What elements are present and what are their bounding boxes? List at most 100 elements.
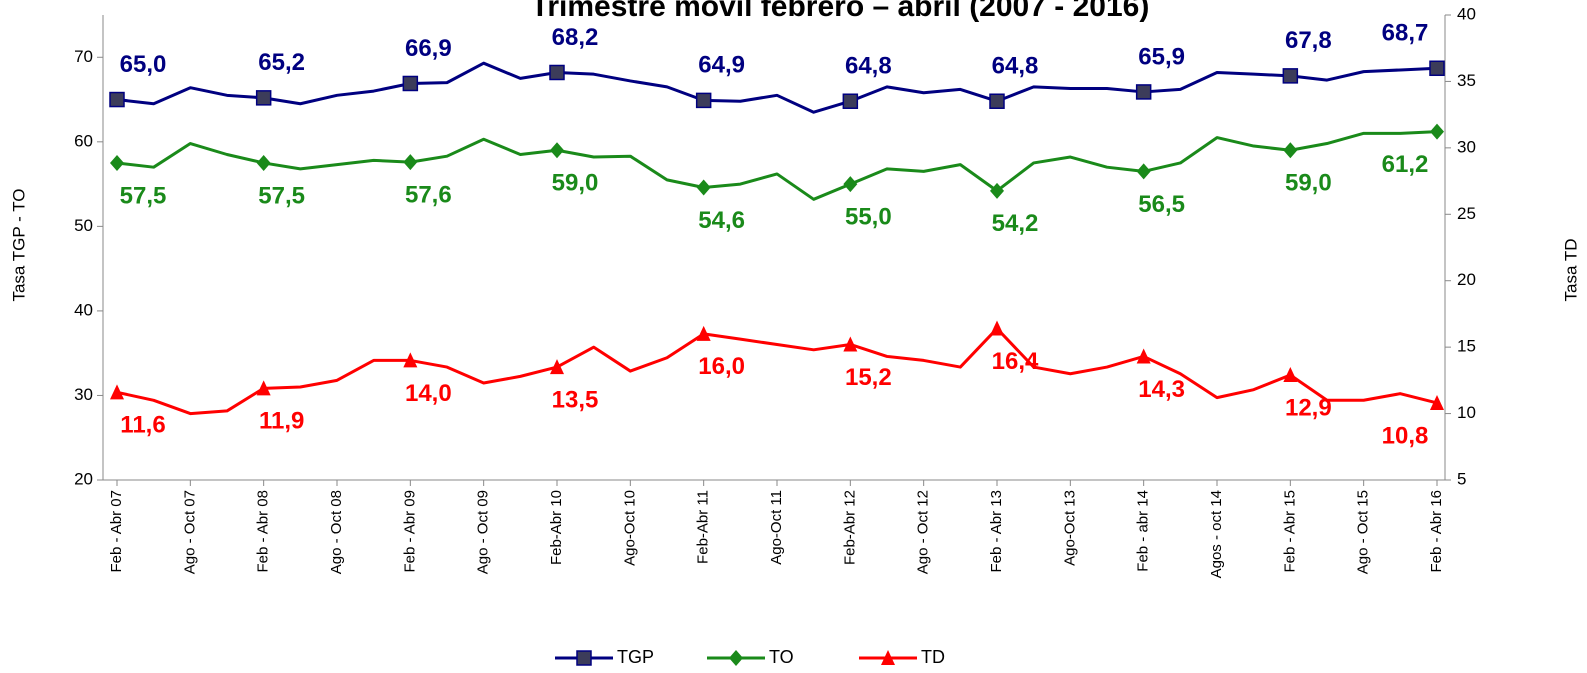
legend-marker [576,650,592,666]
data-label: 54,6 [698,207,745,234]
marker [403,352,418,368]
data-label: 55,0 [845,203,892,230]
marker [403,154,418,171]
y2-tick-label: 25 [1457,204,1476,223]
data-label: 57,5 [120,182,167,209]
legend-marker [881,650,895,665]
x-tick-label: Feb - Abr 09 [401,490,418,573]
x-tick-label: Feb - Abr 08 [255,490,272,573]
y-tick-label: 40 [74,300,93,319]
marker [1136,163,1151,180]
line-tgp [116,61,1438,114]
marker [256,380,271,396]
data-label: 57,6 [405,181,452,208]
marker [696,179,711,196]
marker [842,93,859,109]
marker [695,92,712,109]
data-label: 68,7 [1382,20,1429,47]
x-tick-label: Ago - Oct 08 [328,490,345,574]
data-label: 61,2 [1382,151,1429,178]
marker [402,75,419,92]
legend-label: TO [769,647,794,667]
x-tick-label: Feb - Abr 07 [108,490,125,573]
x-tick-label: Ago-Oct 11 [768,490,785,565]
data-label: 59,0 [1285,170,1332,197]
y2-tick-label: 10 [1457,403,1476,422]
data-label: 15,2 [845,364,892,391]
line-to [116,130,1438,201]
data-label: 14,0 [405,380,452,407]
data-label: 65,2 [258,49,305,76]
data-label: 16,4 [992,348,1039,375]
marker [990,320,1004,336]
marker [1283,142,1298,159]
y2-tick-label: 5 [1457,469,1466,488]
x-tick-label: Ago - Oct 07 [181,490,198,574]
data-label: 56,5 [1138,191,1185,218]
marker [989,93,1005,109]
marker [696,325,711,341]
data-label: 12,9 [1285,394,1332,421]
y-tick-label: 30 [74,385,93,404]
data-label: 13,5 [552,386,599,413]
data-label: 10,8 [1382,422,1429,449]
marker [549,64,565,81]
x-tick-label: Feb-Abr 11 [695,490,712,564]
y-tick-label: 60 [74,131,93,150]
x-tick-label: Feb - Abr 16 [1428,490,1445,573]
y2-tick-label: 15 [1457,337,1476,356]
data-label: 14,3 [1138,376,1185,403]
legend-label: TGP [617,647,654,667]
data-label: 16,0 [698,353,745,380]
marker [110,154,124,171]
y2-tick-label: 30 [1457,137,1476,156]
x-tick-label: Feb-Abr 10 [548,490,565,565]
x-tick-label: Ago-Oct 13 [1061,490,1078,566]
y2-tick-label: 35 [1457,71,1476,90]
x-tick-label: Ago - Oct 12 [915,490,932,574]
marker [109,91,125,108]
x-tick-label: Feb-Abr 12 [841,490,858,565]
chart-title: Trimestre móvil febrero – abril (2007 - … [531,0,1150,23]
marker [1429,60,1445,77]
legend-label: TD [921,647,945,667]
marker [256,154,271,171]
y-tick-label: 70 [74,47,93,66]
marker [1282,68,1299,84]
data-label: 64,8 [845,53,892,80]
marker [843,176,858,193]
x-tick-label: Ago - Oct 15 [1355,490,1372,574]
data-label: 65,9 [1138,43,1185,70]
data-label: 59,0 [552,170,599,197]
legend-marker [729,650,743,666]
data-label: 67,8 [1285,27,1332,54]
line-td [116,327,1438,416]
marker [550,142,564,159]
data-label: 68,2 [552,24,599,51]
data-label: 11,6 [120,412,165,439]
data-label: 65,0 [120,51,167,78]
x-tick-label: Ago-Oct 10 [621,490,638,566]
data-label: 57,5 [258,182,305,209]
x-tick-label: Ago - Oct 09 [475,490,492,574]
marker [1430,123,1444,140]
y-tick-label: 20 [74,469,93,488]
marker [1135,84,1152,100]
marker [110,384,124,400]
y2-tick-label: 20 [1457,270,1476,289]
marker [990,182,1004,199]
data-label: 64,8 [992,53,1039,80]
data-label: 66,9 [405,35,452,62]
data-label: 64,9 [698,52,745,79]
marker [1283,367,1298,383]
marker [1136,348,1151,364]
data-label: 11,9 [259,408,304,435]
marker [1430,394,1444,410]
marker [550,359,564,375]
x-tick-label: Agos - oct 14 [1208,490,1225,578]
y-tick-label: 50 [74,216,93,235]
x-tick-label: Feb - abr 14 [1135,490,1152,572]
y-axis-label: Tasa TGP - TO [9,188,28,301]
